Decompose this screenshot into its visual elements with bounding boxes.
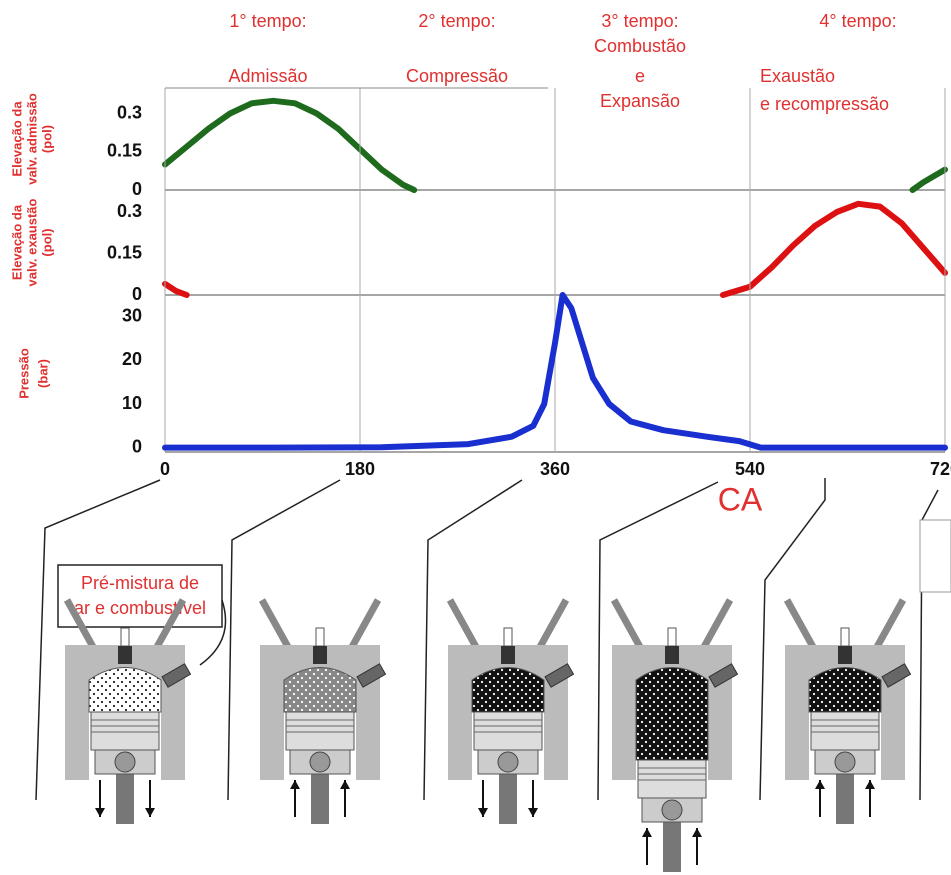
- arrow-head: [478, 808, 488, 817]
- stroke-label: Admissão: [228, 66, 307, 86]
- cylinder-wall: [785, 685, 809, 780]
- cylinder-wall: [260, 685, 284, 780]
- cylinder-wall: [448, 685, 472, 780]
- y-tick-label: 0.3: [117, 201, 142, 221]
- arrow-head: [290, 780, 300, 789]
- y-axis-label: valv. admissão: [24, 93, 39, 185]
- spark-plug: [668, 628, 676, 646]
- panel-box: [920, 520, 951, 592]
- stroke-title: 3° tempo:: [601, 11, 678, 31]
- x-tick-label: 0: [160, 459, 170, 479]
- spark-plug: [504, 628, 512, 646]
- stroke-label: Compressão: [406, 66, 508, 86]
- piston: [91, 712, 159, 750]
- y-tick-label: 0.15: [107, 242, 142, 262]
- stroke-label: Combustão: [594, 36, 686, 56]
- x-tick-label: 180: [345, 459, 375, 479]
- arrow-head: [145, 808, 155, 817]
- stroke-label: e recompressão: [760, 94, 889, 114]
- combustion-chamber: [472, 668, 544, 713]
- piston-pin: [310, 752, 330, 772]
- combustion-chamber: [89, 668, 161, 713]
- x-tick-label: 720: [930, 459, 951, 479]
- engine-cycle-figure: Pré-mistura de ar e combustível 0 0.15 0.3…: [0, 0, 951, 875]
- y-axis-label: valv. exaustão: [24, 198, 39, 286]
- stroke-title: 1° tempo:: [229, 11, 306, 31]
- arrow-head: [528, 808, 538, 817]
- x-axis-label: CA: [718, 481, 763, 517]
- arrow-head: [95, 808, 105, 817]
- piston: [286, 712, 354, 750]
- cylinder-wall: [544, 685, 568, 780]
- y-tick-label: 30: [122, 306, 142, 326]
- stroke-label: Exaustão: [760, 66, 835, 86]
- spark-plug: [841, 628, 849, 646]
- y-axis-label: (pol): [39, 125, 54, 153]
- cylinder-wall: [356, 685, 380, 780]
- y-tick-label: 0: [132, 436, 142, 456]
- arrow-head: [815, 780, 825, 789]
- piston: [638, 760, 706, 798]
- y-tick-label: 0.15: [107, 141, 142, 161]
- combustion-chamber: [636, 668, 708, 761]
- spark-plug: [501, 646, 515, 664]
- arrow-head: [340, 780, 350, 789]
- callout-text: Pré-mistura de: [81, 573, 199, 593]
- y-tick-label: 0: [132, 284, 142, 304]
- piston-pin: [115, 752, 135, 772]
- stroke-label: Expansão: [600, 91, 680, 111]
- arrow-head: [642, 828, 652, 837]
- combustion-chamber: [284, 668, 356, 713]
- y-tick-label: 0.3: [117, 102, 142, 122]
- spark-plug: [313, 646, 327, 664]
- y-axis-label: (pol): [39, 228, 54, 256]
- callout-text: ar e combustível: [74, 598, 206, 618]
- piston-pin: [835, 752, 855, 772]
- piston-pin: [662, 800, 682, 820]
- cylinder-wall: [612, 685, 636, 780]
- stroke-title: 2° tempo:: [418, 11, 495, 31]
- cylinder-wall: [161, 685, 185, 780]
- stroke-label: e: [635, 66, 645, 86]
- x-tick-label: 540: [735, 459, 765, 479]
- stroke-title: 4° tempo:: [819, 11, 896, 31]
- arrow-head: [692, 828, 702, 837]
- cylinder-wall: [708, 685, 732, 780]
- piston: [474, 712, 542, 750]
- piston: [811, 712, 879, 750]
- arrow-head: [865, 780, 875, 789]
- spark-plug: [316, 628, 324, 646]
- y-tick-label: 20: [122, 349, 142, 369]
- spark-plug: [121, 628, 129, 646]
- cylinder-wall: [881, 685, 905, 780]
- spark-plug: [838, 646, 852, 664]
- y-axis-label: (bar): [35, 359, 50, 388]
- x-tick-label: 360: [540, 459, 570, 479]
- spark-plug: [118, 646, 132, 664]
- y-axis-label: Elevação da: [9, 204, 24, 280]
- y-tick-label: 0: [132, 179, 142, 199]
- y-axis-label: Elevação da: [9, 101, 24, 177]
- cylinder-wall: [65, 685, 89, 780]
- spark-plug: [665, 646, 679, 664]
- y-tick-label: 10: [122, 393, 142, 413]
- piston-pin: [498, 752, 518, 772]
- y-axis-label: Pressão: [16, 348, 31, 399]
- combustion-chamber: [809, 668, 881, 713]
